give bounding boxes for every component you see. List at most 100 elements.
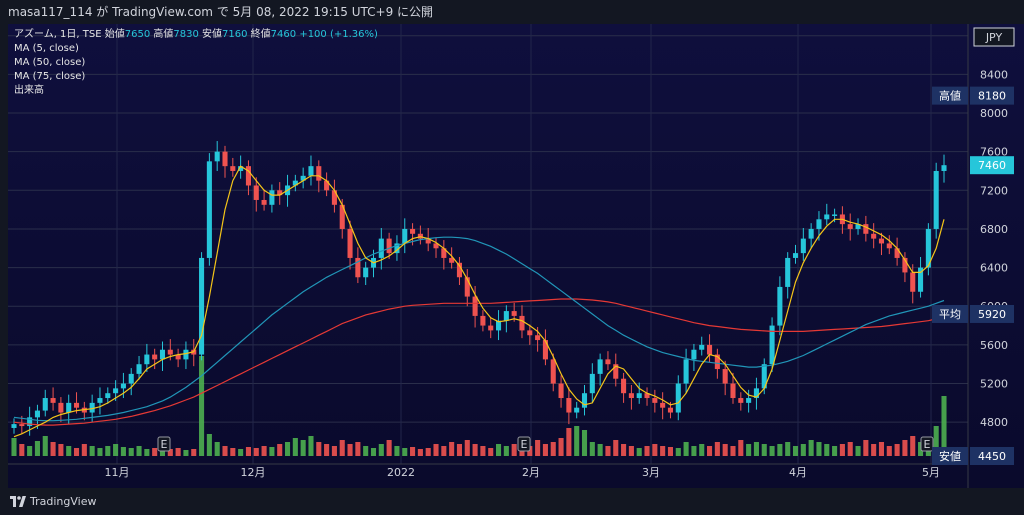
candle-body xyxy=(558,383,564,399)
candle-body xyxy=(761,364,767,389)
volume-bar xyxy=(316,442,322,456)
candle-body xyxy=(113,388,119,394)
ma50-line xyxy=(13,236,945,422)
legend-ma5[interactable]: MA (5, close) xyxy=(14,43,79,54)
candle-body xyxy=(902,257,908,273)
candle-body xyxy=(777,286,783,326)
volume-bar xyxy=(581,430,588,456)
candle-body xyxy=(152,354,158,360)
volume-bar xyxy=(636,448,642,456)
volume-bar xyxy=(97,448,103,456)
candle-body xyxy=(183,349,189,360)
candle-body xyxy=(324,180,330,191)
footer-brand[interactable]: TradingView xyxy=(30,495,97,508)
x-tick-label: 12月 xyxy=(241,466,266,479)
volume-bar xyxy=(878,442,885,456)
candle-body xyxy=(581,393,588,408)
y-tick-label: 8400 xyxy=(980,68,1008,81)
legend-ma50[interactable]: MA (50, close) xyxy=(14,57,86,68)
legend-open-value: 7650 xyxy=(124,29,151,40)
candle-body xyxy=(566,398,572,413)
candle-body xyxy=(894,248,900,258)
legend-high-label: 高値 xyxy=(153,29,174,40)
legend-close-value: 7460 xyxy=(270,29,297,40)
volume-bar xyxy=(730,446,736,456)
candle-body xyxy=(792,253,799,258)
volume-bar xyxy=(27,446,33,456)
candle-body xyxy=(456,262,463,278)
candle-body xyxy=(355,257,361,278)
volume-bar xyxy=(691,446,697,456)
currency-box xyxy=(973,27,1015,47)
ma5-line xyxy=(13,165,945,438)
volume-bar xyxy=(81,444,87,456)
y-tick-label: 6400 xyxy=(980,262,1008,275)
legend-symbol[interactable]: アズーム, 1日, TSE xyxy=(14,29,102,40)
volume-bar xyxy=(58,444,64,456)
candle-body xyxy=(316,166,322,181)
volume-bar xyxy=(863,440,869,456)
volume-bar xyxy=(66,446,72,456)
footer: TradingView xyxy=(0,488,1024,515)
badge-value-bg xyxy=(970,447,1014,465)
volume-bar xyxy=(159,450,166,456)
volume-bar xyxy=(597,444,603,456)
volume-bar xyxy=(417,449,423,456)
candle-body xyxy=(628,393,634,399)
volume-bar xyxy=(128,448,134,456)
candle-body xyxy=(253,185,259,200)
legend-ma75[interactable]: MA (75, close) xyxy=(14,71,86,82)
candle-body xyxy=(441,248,447,258)
candle-body xyxy=(785,257,791,287)
legend-change: +100 (+1.36%) xyxy=(299,29,378,40)
badge-label: 高値 xyxy=(939,89,961,103)
price-chart[interactable]: 4800520056006000640068007200760080008400… xyxy=(8,24,1024,488)
volume-bar xyxy=(683,442,689,456)
candle-body xyxy=(50,398,56,403)
badge-label: 安値 xyxy=(939,449,961,463)
candle-body xyxy=(300,175,306,181)
volume-bar xyxy=(261,446,267,456)
volume-bar xyxy=(644,446,650,456)
volume-bar xyxy=(191,449,197,456)
volume-bar xyxy=(910,436,916,456)
volume-bar xyxy=(933,426,939,456)
ma75-line xyxy=(13,298,945,426)
candle-body xyxy=(206,161,212,258)
platform-name[interactable]: TradingView.com xyxy=(112,5,213,19)
volume-bar xyxy=(800,444,806,456)
candle-body xyxy=(730,383,736,399)
volume-bar xyxy=(941,396,947,456)
y-tick-label: 5600 xyxy=(980,339,1008,352)
candle-body xyxy=(363,267,369,278)
candle-body xyxy=(824,214,830,220)
legend-low-label: 安値 xyxy=(202,29,223,40)
price-badge: 安値 4450 xyxy=(932,447,1014,465)
candle-body xyxy=(386,238,392,254)
volume-bar xyxy=(707,446,713,456)
volume-bar xyxy=(808,440,814,456)
volume-bar xyxy=(230,448,236,456)
legend-volume[interactable]: 出来高 xyxy=(14,85,44,96)
volume-bar xyxy=(480,446,486,456)
candle-body xyxy=(472,296,478,316)
candle-body xyxy=(644,393,650,399)
chart-area[interactable]: 4800520056006000640068007200760080008400… xyxy=(8,24,1024,488)
tradingview-logo-icon[interactable] xyxy=(10,496,26,507)
candle-body xyxy=(707,344,713,355)
author-via: が xyxy=(96,5,109,19)
volume-bar xyxy=(433,444,439,456)
volume-bar xyxy=(495,444,502,456)
candle-body xyxy=(941,165,947,171)
candle-body xyxy=(308,166,314,176)
volume-bar xyxy=(144,449,150,456)
author-name[interactable]: masa117_114 xyxy=(8,5,93,19)
candle-body xyxy=(89,402,95,413)
volume-bar xyxy=(339,440,345,456)
volume-bar xyxy=(503,446,509,456)
candle-body xyxy=(550,359,556,384)
candle-body xyxy=(714,354,720,370)
candle-series xyxy=(11,141,947,436)
legend-high-value: 7830 xyxy=(173,29,199,40)
candle-body xyxy=(503,311,509,321)
